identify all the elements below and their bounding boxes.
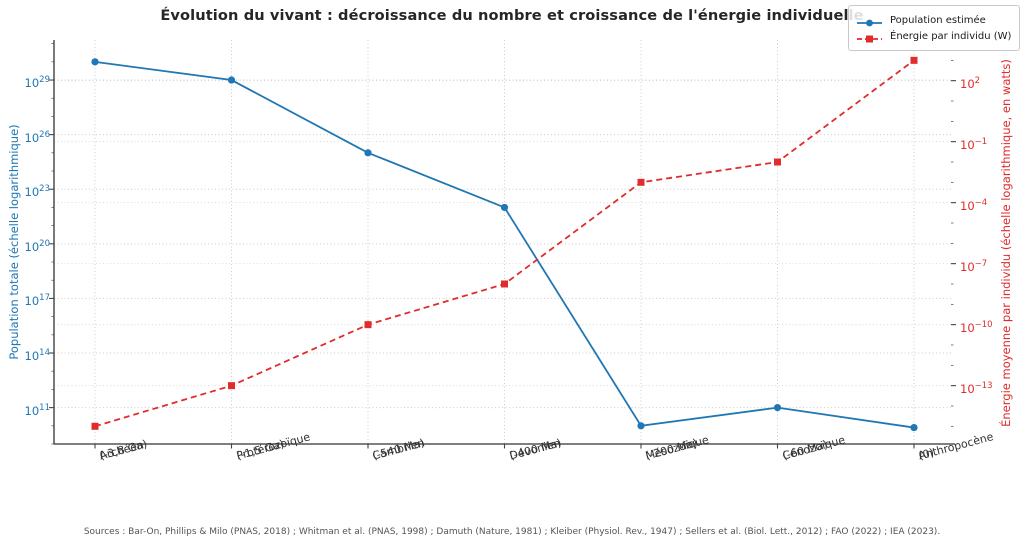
left-axis-label: Population totale (échelle logarithmique… xyxy=(7,124,21,360)
data-point xyxy=(364,321,372,329)
left-tick-label: 1029 xyxy=(24,75,50,90)
right-tick-label: 10−10 xyxy=(960,319,993,335)
legend-label-population: Population estimée xyxy=(890,14,986,26)
right-tick-label: 10−13 xyxy=(960,380,993,396)
data-point xyxy=(228,382,235,390)
legend-item-energy: Énergie par individu (W) xyxy=(856,28,1011,44)
left-tick-label: 1023 xyxy=(24,184,50,200)
data-point xyxy=(227,76,236,84)
energy-line-marker-icon xyxy=(856,30,883,43)
data-point xyxy=(910,56,918,64)
right-tick-label: 10−1 xyxy=(960,136,988,152)
left-tick-label: 1014 xyxy=(24,348,50,363)
legend-label-energy: Énergie par individu (W) xyxy=(890,30,1012,42)
data-point xyxy=(637,178,645,186)
tick-marks xyxy=(49,43,956,449)
left-tick-label: 1011 xyxy=(24,402,50,418)
right-axis-label: Énergie moyenne par individu (échelle lo… xyxy=(999,59,1013,427)
gridlines xyxy=(54,40,951,444)
population-series xyxy=(91,58,918,432)
data-point xyxy=(91,58,99,66)
left-tick-label: 1026 xyxy=(24,129,50,145)
chart-title: Évolution du vivant : décroissance du no… xyxy=(160,7,864,24)
right-tick-label: 102 xyxy=(960,75,981,91)
population-line-marker-icon xyxy=(856,14,883,27)
data-point xyxy=(773,404,782,412)
data-point xyxy=(501,280,508,288)
data-point xyxy=(364,149,372,157)
legend: Population estimée Énergie par individu … xyxy=(848,5,1020,51)
data-point xyxy=(637,422,645,430)
data-point xyxy=(910,423,918,432)
data-point xyxy=(91,422,99,430)
data-point xyxy=(774,158,781,166)
data-point xyxy=(500,203,509,212)
energy-series xyxy=(91,56,918,430)
left-tick-label: 1020 xyxy=(24,238,50,254)
right-tick-label: 10−7 xyxy=(960,258,988,274)
sources-note: Sources : Bar-On, Phillips & Milo (PNAS,… xyxy=(83,527,941,537)
right-tick-label: 10−4 xyxy=(960,197,988,213)
legend-item-population: Population estimée xyxy=(856,12,1011,28)
left-tick-label: 1017 xyxy=(24,293,50,309)
